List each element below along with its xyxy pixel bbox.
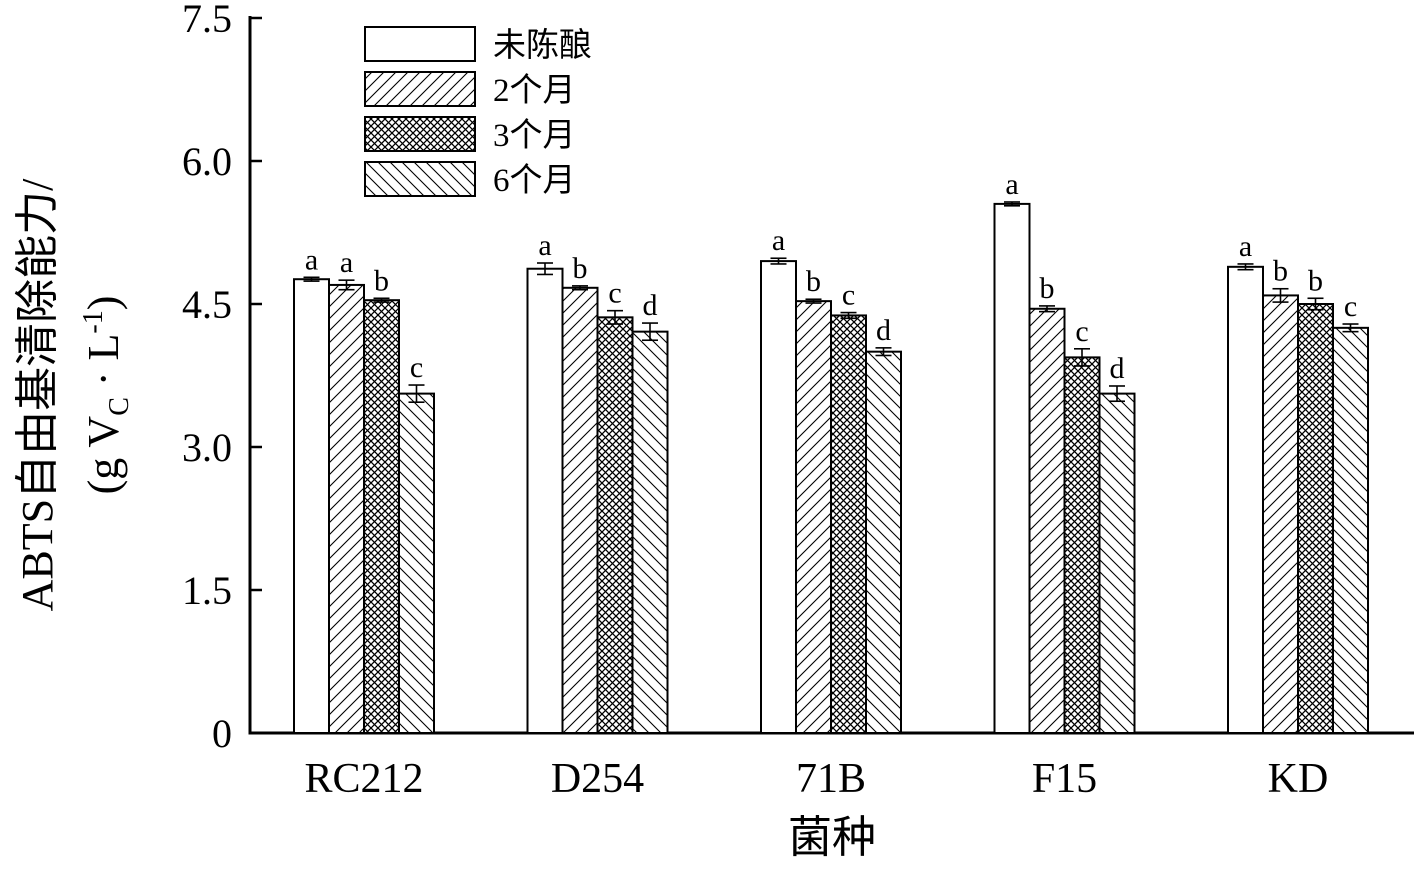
legend-swatch <box>364 116 476 152</box>
bar <box>865 350 902 734</box>
x-category-label: D254 <box>551 756 644 802</box>
y-tick-label: 7.5 <box>182 0 232 41</box>
y-tick-label: 4.5 <box>182 282 232 327</box>
significance-letter: a <box>1239 230 1252 263</box>
bar <box>526 267 564 734</box>
legend-swatch <box>364 161 476 197</box>
significance-letter: c <box>410 351 423 384</box>
bar <box>596 316 634 734</box>
significance-letter: b <box>1273 255 1288 288</box>
significance-letter: a <box>305 243 318 276</box>
bar <box>830 314 867 734</box>
bar <box>1262 294 1299 734</box>
significance-letter: d <box>643 289 658 322</box>
significance-letter: d <box>876 314 891 347</box>
significance-letter: b <box>573 252 588 285</box>
y-axis-unit-superscript: -1 <box>78 310 109 333</box>
y-tick-label: 1.5 <box>182 568 232 613</box>
bar <box>1227 265 1264 734</box>
x-category-label: 71B <box>796 756 866 802</box>
bar <box>631 330 669 734</box>
significance-letter: b <box>1040 272 1055 305</box>
legend: 未陈酿 2个月 3个月 6个月 <box>364 26 592 199</box>
significance-letter: d <box>1110 352 1125 385</box>
significance-letter: c <box>842 279 855 312</box>
x-category-label: F15 <box>1032 756 1097 802</box>
bar <box>993 202 1031 734</box>
y-tick-label: 0 <box>212 711 232 756</box>
y-axis-title-line1: ABTS自由基清除能力/ <box>13 178 62 611</box>
significance-letter: b <box>374 264 389 297</box>
bar <box>760 260 797 734</box>
significance-letter: a <box>538 229 551 262</box>
legend-label: 6个月 <box>493 163 576 199</box>
significance-letter: b <box>806 265 821 298</box>
x-category-label: RC212 <box>304 756 423 802</box>
bar <box>293 278 330 734</box>
legend-label: 2个月 <box>493 73 576 109</box>
significance-letter: c <box>608 277 621 310</box>
legend-swatch <box>364 71 476 107</box>
bar <box>398 392 435 734</box>
bar <box>1297 303 1334 734</box>
y-axis-title-line2: (g VC · L-1) <box>78 296 135 495</box>
bar <box>1028 307 1066 734</box>
y-axis-title: ABTS自由基清除能力/ (g VC · L-1) <box>13 178 135 611</box>
y-tick-label: 6.0 <box>182 139 232 184</box>
bar <box>328 283 365 734</box>
significance-letter: a <box>772 224 785 257</box>
significance-letter: a <box>1005 168 1018 201</box>
bar <box>561 286 599 734</box>
legend-label: 未陈酿 <box>493 27 592 64</box>
significance-letter: c <box>1075 315 1088 348</box>
significance-letter: a <box>340 246 353 279</box>
significance-letter: b <box>1308 264 1323 297</box>
legend-label: 3个月 <box>493 118 576 154</box>
y-tick-label: 3.0 <box>182 425 232 470</box>
bar <box>1332 326 1369 734</box>
bar <box>795 300 832 734</box>
legend-swatch <box>364 26 476 62</box>
significance-letter: c <box>1344 290 1357 323</box>
bar <box>1063 356 1101 734</box>
y-axis-unit-middle: · L <box>79 334 128 398</box>
bar <box>363 299 400 734</box>
x-axis-title: 菌种 <box>788 813 876 862</box>
y-axis-unit-subscript: C <box>104 397 135 416</box>
y-axis-unit-prefix: (g V <box>79 416 128 495</box>
y-axis-unit-close: ) <box>79 296 128 311</box>
bar <box>1098 392 1136 734</box>
x-category-label: KD <box>1268 756 1329 802</box>
